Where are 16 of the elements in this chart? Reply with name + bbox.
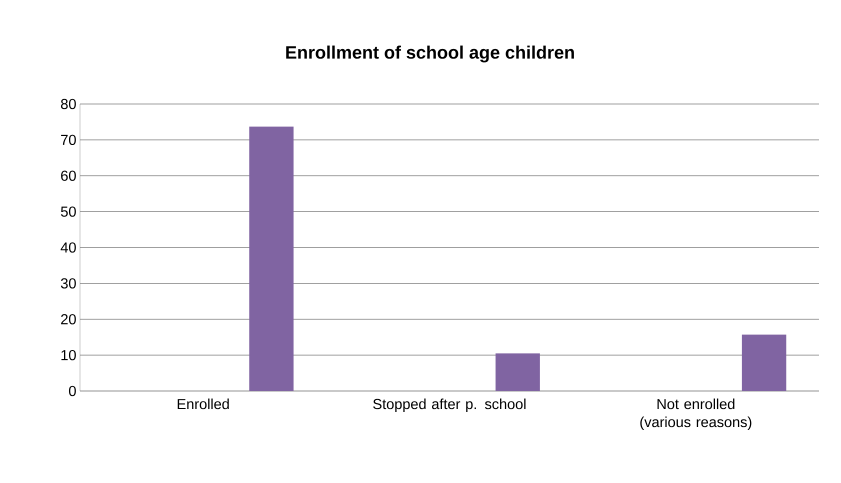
y-tick-label: 30 xyxy=(60,278,76,289)
bar xyxy=(249,126,294,391)
y-tick-label: 80 xyxy=(60,98,76,110)
y-tick-label: 60 xyxy=(61,170,76,181)
y-tick-label: 20 xyxy=(61,314,76,324)
chart-title: Enrollment of school age children xyxy=(286,46,574,62)
x-tick-label: Enrolled xyxy=(178,398,229,410)
y-tick-label: 70 xyxy=(61,134,76,146)
x-tick-label: Not enrolled (various reasons) xyxy=(640,398,752,430)
y-tick-label: 40 xyxy=(60,242,76,253)
y-tick-label: 10 xyxy=(61,350,76,360)
bar xyxy=(496,353,540,391)
y-tick-label: 50 xyxy=(60,206,76,217)
y-tick-label: 0 xyxy=(68,386,76,396)
x-tick-label: Stopped after p. school xyxy=(373,398,526,412)
bar xyxy=(742,334,786,391)
